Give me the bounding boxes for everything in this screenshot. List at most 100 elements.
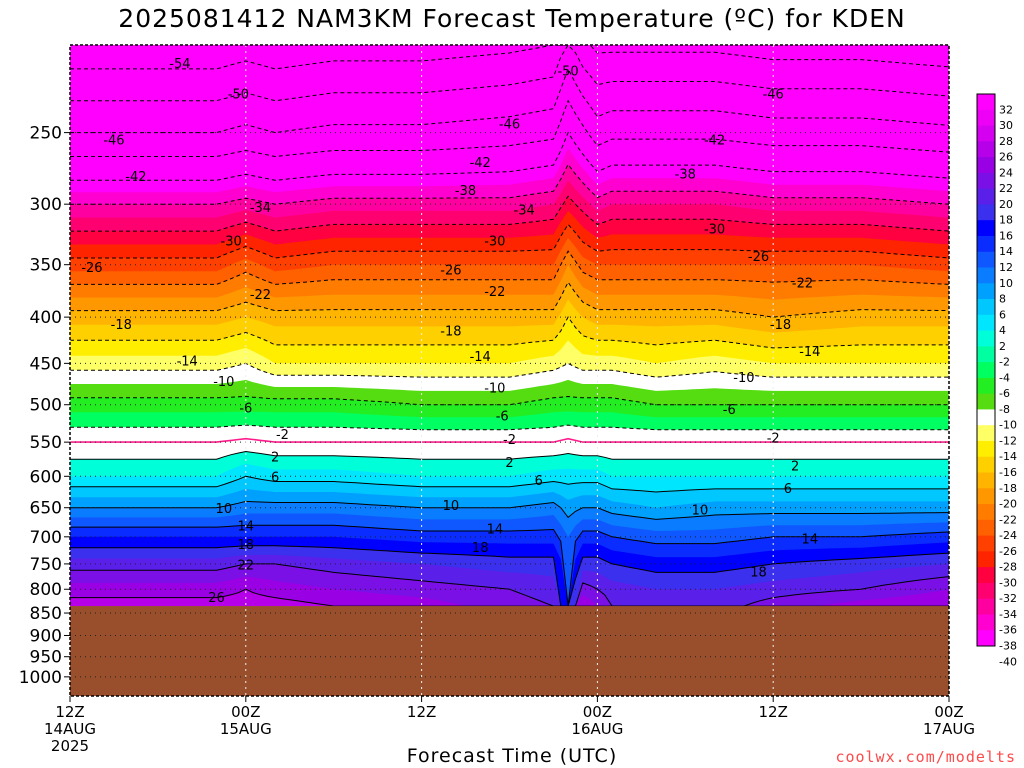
- contour-label: -42: [125, 170, 146, 185]
- colorbar-cell: [977, 567, 995, 584]
- colorbar-label: -34: [999, 608, 1017, 621]
- contour-label: -34: [250, 201, 271, 216]
- colorbar-cell: [977, 109, 995, 127]
- isotherm--34: [70, 163, 949, 205]
- colorbar-label: -12: [999, 435, 1017, 448]
- contour-label: -46: [499, 118, 520, 133]
- colorbar-label: -26: [999, 545, 1017, 558]
- y-tick-label: 500: [30, 396, 62, 416]
- colorbar-cell: [977, 330, 995, 347]
- colorbar-label: -4: [999, 371, 1010, 384]
- contour-label: 22: [238, 558, 255, 573]
- y-tick-label: 750: [30, 555, 62, 575]
- colorbar-cell: [977, 393, 995, 410]
- x-tick-label: 00Z: [934, 703, 963, 721]
- contour-label: -2: [767, 432, 780, 447]
- colorbar-cell: [977, 299, 995, 316]
- y-tick-label: 250: [30, 124, 62, 144]
- isotherm-2: [70, 450, 949, 460]
- isotherm--18: [70, 281, 949, 318]
- contour-label: -26: [748, 250, 769, 265]
- colorbar-cell: [977, 157, 995, 174]
- y-tick-label: 800: [30, 580, 62, 600]
- isotherm-6: [70, 475, 949, 493]
- y-tick-label: 950: [30, 648, 62, 668]
- isotherm--54: [70, 45, 949, 70]
- isotherm--38: [70, 131, 949, 181]
- colorbar-cell: [977, 630, 995, 647]
- colorbar-label: -38: [999, 640, 1017, 653]
- isotherm--30: [70, 195, 949, 232]
- colorbar-cell: [977, 440, 995, 458]
- contour-label: -38: [455, 184, 476, 199]
- colorbar-label: 28: [999, 135, 1013, 148]
- isotherm--42: [70, 99, 949, 158]
- contour-label: 14: [238, 520, 255, 535]
- colorbar-label: -8: [999, 403, 1010, 416]
- y-tick-label: 300: [30, 195, 62, 215]
- y-tick-label: 900: [30, 626, 62, 646]
- colorbar-cell: [977, 314, 995, 332]
- y-tick-label: 400: [30, 308, 62, 328]
- colorbar-cell: [977, 551, 995, 568]
- colorbar-cell: [977, 94, 995, 111]
- contour-label: 10: [692, 504, 709, 519]
- colorbar-label: -6: [999, 387, 1010, 400]
- colorbar-cell: [977, 362, 995, 379]
- grid-lines: [70, 45, 949, 696]
- x-tick-label: 14AUG: [44, 720, 96, 738]
- colorbar: 32 30 28 26 24 22 20 18 16 14 12 10 8 6 4 2 -2 -4 -6 -8 -10 -…: [976, 93, 1017, 668]
- contour-label: -42: [470, 156, 491, 171]
- contour-label: -2: [503, 433, 516, 448]
- colorbar-cell: [977, 598, 995, 615]
- contour-label: -26: [440, 263, 461, 278]
- colorbar-cell: [977, 488, 995, 505]
- contour-label: 2: [505, 456, 513, 471]
- y-axis: 2503003504004505005506006507007508008509…: [19, 124, 70, 688]
- colorbar-frame: [976, 93, 996, 647]
- isotherm--14: [70, 316, 949, 349]
- contour-label: -22: [250, 288, 271, 303]
- contour-label: 14: [802, 533, 819, 548]
- y-tick-label: 650: [30, 499, 62, 519]
- x-tick-label: 16AUG: [571, 720, 623, 738]
- contour-label: 6: [784, 482, 792, 497]
- x-tick-label: 2025: [51, 737, 89, 755]
- contour-label: 18: [238, 538, 255, 553]
- contour-label: -6: [496, 409, 509, 424]
- freezing-line: [70, 437, 949, 443]
- colorbar-label: 4: [999, 324, 1006, 337]
- contour-label: -14: [470, 350, 491, 365]
- colorbar-label: -10: [999, 419, 1017, 432]
- x-tick-label: 12Z: [55, 703, 84, 721]
- contour-label: 2: [271, 451, 279, 466]
- x-tick-label: 00Z: [231, 703, 260, 721]
- colorbar-label: 16: [999, 229, 1013, 242]
- contour-label: 6: [535, 474, 543, 489]
- colorbar-label: -40: [999, 655, 1017, 668]
- contour-label: 6: [271, 471, 279, 486]
- isotherm--22: [70, 250, 949, 285]
- colorbar-label: 6: [999, 308, 1006, 321]
- contour-label: -18: [770, 318, 791, 333]
- isotherm--26: [70, 223, 949, 259]
- contour-label: 14: [487, 522, 504, 537]
- colorbar-label: -32: [999, 592, 1017, 605]
- colorbar-label: 32: [999, 103, 1013, 116]
- colorbar-label: 10: [999, 277, 1013, 290]
- colorbar-label: -30: [999, 576, 1017, 589]
- credit-text: coolwx.com/modelts: [835, 748, 1016, 766]
- colorbar-cell: [977, 614, 995, 631]
- contour-label: -18: [440, 325, 461, 340]
- colorbar-label: -22: [999, 513, 1017, 526]
- colorbar-cell: [977, 188, 995, 205]
- colorbar-cell: [977, 409, 995, 426]
- y-tick-label: 350: [30, 256, 62, 276]
- colorbar-label: -14: [999, 450, 1017, 463]
- isotherm-14: [70, 524, 949, 607]
- contour-label: -26: [81, 261, 102, 276]
- contour-label: 2: [791, 459, 799, 474]
- colorbar-label: 26: [999, 151, 1013, 164]
